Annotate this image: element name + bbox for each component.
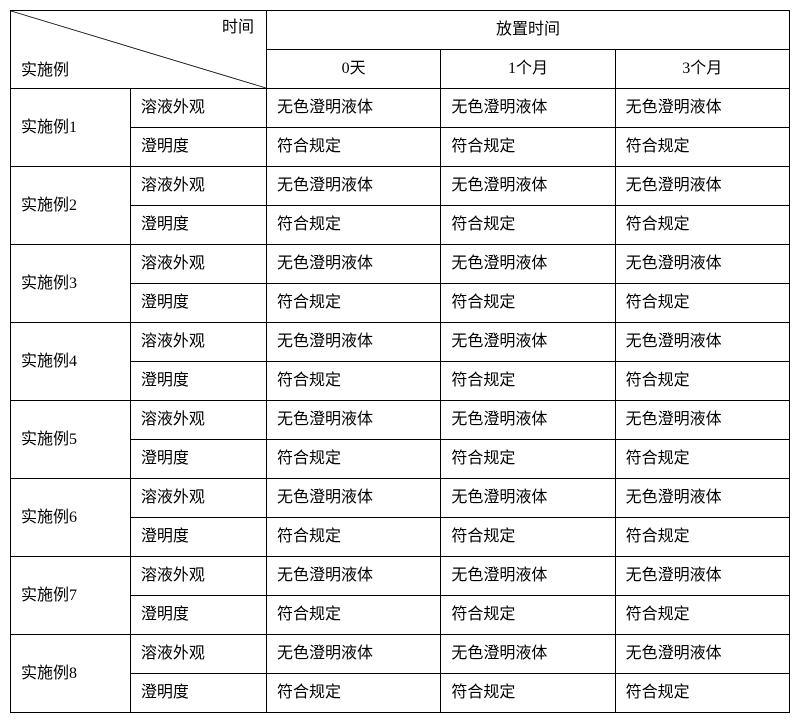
metric-clarity-label: 澄明度 [130,284,266,323]
appearance-value-cell: 无色澄明液体 [615,323,789,362]
example-name-cell: 实施例8 [11,635,131,713]
appearance-value-cell: 无色澄明液体 [441,635,615,674]
appearance-value-cell: 无色澄明液体 [267,167,441,206]
header-group-label: 放置时间 [267,11,790,50]
clarity-value-cell: 符合规定 [267,362,441,401]
appearance-value-cell: 无色澄明液体 [267,557,441,596]
clarity-value-cell: 符合规定 [441,518,615,557]
stability-table: 时间 实施例 放置时间 0天 1个月 3个月 实施例1溶液外观无色澄明液体无色澄… [10,10,790,713]
clarity-value-cell: 符合规定 [441,362,615,401]
metric-clarity-label: 澄明度 [130,362,266,401]
appearance-value-cell: 无色澄明液体 [615,479,789,518]
header-time-1: 1个月 [441,50,615,89]
clarity-value-cell: 符合规定 [267,596,441,635]
appearance-value-cell: 无色澄明液体 [267,323,441,362]
appearance-value-cell: 无色澄明液体 [615,167,789,206]
clarity-value-cell: 符合规定 [267,440,441,479]
clarity-value-cell: 符合规定 [267,674,441,713]
example-name-cell: 实施例5 [11,401,131,479]
clarity-value-cell: 符合规定 [615,206,789,245]
clarity-value-cell: 符合规定 [441,440,615,479]
clarity-value-cell: 符合规定 [441,128,615,167]
metric-clarity-label: 澄明度 [130,674,266,713]
metric-appearance-label: 溶液外观 [130,167,266,206]
metric-clarity-label: 澄明度 [130,128,266,167]
metric-appearance-label: 溶液外观 [130,557,266,596]
appearance-value-cell: 无色澄明液体 [615,635,789,674]
clarity-value-cell: 符合规定 [267,284,441,323]
example-name-cell: 实施例2 [11,167,131,245]
metric-appearance-label: 溶液外观 [130,479,266,518]
example-name-cell: 实施例1 [11,89,131,167]
appearance-value-cell: 无色澄明液体 [441,323,615,362]
appearance-value-cell: 无色澄明液体 [615,245,789,284]
appearance-value-cell: 无色澄明液体 [441,89,615,128]
metric-appearance-label: 溶液外观 [130,245,266,284]
clarity-value-cell: 符合规定 [267,128,441,167]
appearance-value-cell: 无色澄明液体 [267,635,441,674]
clarity-value-cell: 符合规定 [615,596,789,635]
clarity-value-cell: 符合规定 [615,440,789,479]
metric-appearance-label: 溶液外观 [130,89,266,128]
metric-appearance-label: 溶液外观 [130,635,266,674]
example-name-cell: 实施例4 [11,323,131,401]
appearance-value-cell: 无色澄明液体 [267,89,441,128]
metric-clarity-label: 澄明度 [130,596,266,635]
metric-appearance-label: 溶液外观 [130,401,266,440]
header-example-axis: 实施例 [21,60,69,82]
clarity-value-cell: 符合规定 [441,284,615,323]
metric-clarity-label: 澄明度 [130,440,266,479]
example-name-cell: 实施例6 [11,479,131,557]
appearance-value-cell: 无色澄明液体 [441,479,615,518]
header-time-2: 3个月 [615,50,789,89]
clarity-value-cell: 符合规定 [441,674,615,713]
metric-clarity-label: 澄明度 [130,518,266,557]
appearance-value-cell: 无色澄明液体 [267,401,441,440]
clarity-value-cell: 符合规定 [615,518,789,557]
clarity-value-cell: 符合规定 [615,128,789,167]
clarity-value-cell: 符合规定 [441,206,615,245]
clarity-value-cell: 符合规定 [267,206,441,245]
appearance-value-cell: 无色澄明液体 [441,245,615,284]
metric-appearance-label: 溶液外观 [130,323,266,362]
appearance-value-cell: 无色澄明液体 [441,401,615,440]
appearance-value-cell: 无色澄明液体 [267,479,441,518]
clarity-value-cell: 符合规定 [615,284,789,323]
appearance-value-cell: 无色澄明液体 [615,557,789,596]
appearance-value-cell: 无色澄明液体 [615,89,789,128]
clarity-value-cell: 符合规定 [441,596,615,635]
example-name-cell: 实施例3 [11,245,131,323]
clarity-value-cell: 符合规定 [267,518,441,557]
appearance-value-cell: 无色澄明液体 [267,245,441,284]
appearance-value-cell: 无色澄明液体 [615,401,789,440]
header-time-axis: 时间 [222,17,254,39]
clarity-value-cell: 符合规定 [615,362,789,401]
metric-clarity-label: 澄明度 [130,206,266,245]
diagonal-header-cell: 时间 实施例 [11,11,267,89]
example-name-cell: 实施例7 [11,557,131,635]
appearance-value-cell: 无色澄明液体 [441,167,615,206]
header-time-0: 0天 [267,50,441,89]
appearance-value-cell: 无色澄明液体 [441,557,615,596]
clarity-value-cell: 符合规定 [615,674,789,713]
